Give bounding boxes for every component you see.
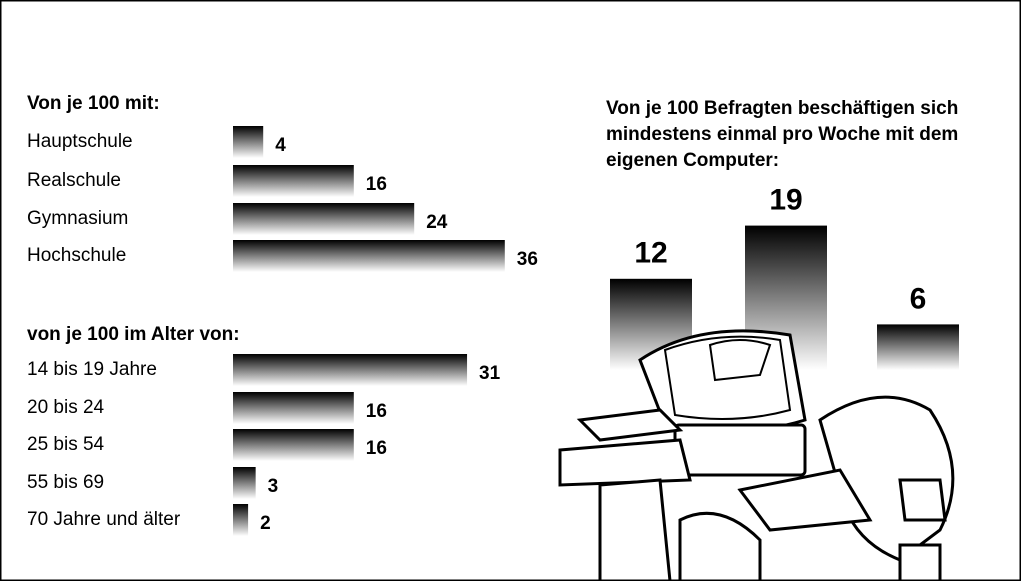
category-label: Hochschule	[27, 245, 126, 266]
infographic: Von je 100 mit: von je 100 im Alter von:…	[0, 0, 1021, 581]
chart-title: Von je 100 Befragten beschäftigen sich m…	[606, 96, 1006, 174]
category-label: 70 Jahre und älter	[27, 509, 181, 530]
value-label: 6	[910, 282, 927, 315]
value-label: 2	[260, 513, 271, 534]
bar	[233, 203, 414, 235]
value-label: 16	[366, 401, 387, 422]
category-label: Realschule	[27, 170, 121, 191]
value-label: 4	[275, 135, 286, 156]
chart-title: Von je 100 mit:	[27, 93, 160, 114]
bar	[233, 504, 248, 536]
bar	[877, 324, 959, 370]
category-label: 55 bis 69	[27, 472, 104, 493]
bar	[233, 165, 354, 197]
category-label: 20 bis 24	[27, 397, 105, 418]
value-label: 36	[517, 249, 538, 270]
value-label: 16	[366, 438, 387, 459]
value-label: 31	[479, 363, 501, 384]
value-label: 12	[634, 237, 667, 270]
bar	[233, 354, 467, 386]
category-label: Gymnasium	[27, 208, 128, 229]
category-label: 25 bis 54	[27, 434, 105, 455]
value-label: 3	[268, 476, 279, 497]
category-label: Hauptschule	[27, 131, 133, 152]
bar	[233, 126, 263, 158]
chart-title: von je 100 im Alter von:	[27, 324, 240, 345]
value-label: 19	[769, 184, 802, 217]
bar	[233, 467, 256, 499]
chart: Von je 100 mit: von je 100 im Alter von:…	[0, 0, 1021, 581]
bar	[233, 392, 354, 424]
bar	[233, 240, 505, 272]
value-label: 24	[426, 212, 448, 233]
category-label: 14 bis 19 Jahre	[27, 359, 157, 380]
bar	[233, 429, 354, 461]
value-label: 16	[366, 174, 387, 195]
